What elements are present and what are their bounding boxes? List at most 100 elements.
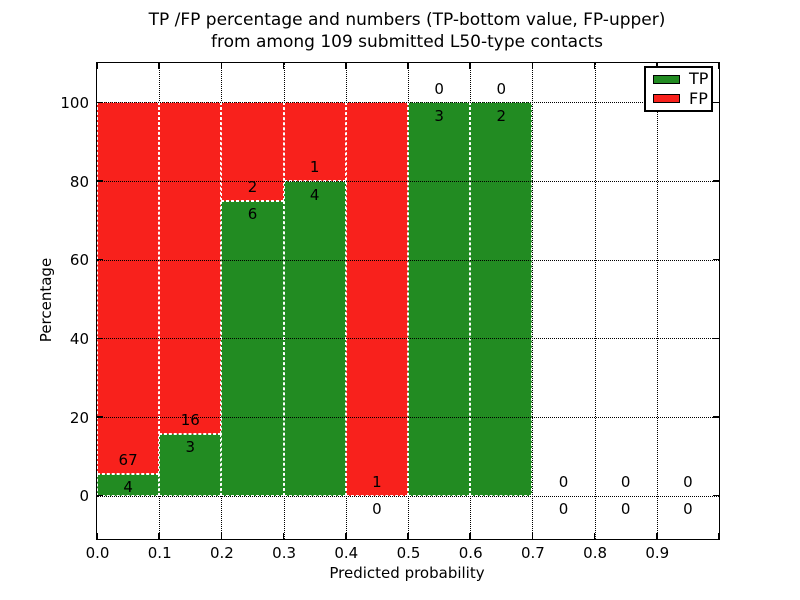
fp-count-label: 0: [620, 472, 631, 491]
tp-count-label: 0: [372, 500, 382, 519]
y-tick-mark: [97, 416, 103, 418]
x-tick-label: 0.5: [396, 544, 421, 562]
x-tick-mark-top: [531, 63, 534, 69]
y-gridline: [97, 338, 719, 340]
tp-count-label: 0: [683, 500, 693, 519]
bar-segment-tp: [408, 102, 471, 496]
x-tick-label: 0.8: [583, 544, 608, 562]
x-tick-mark: [469, 533, 471, 539]
fp-count-label: 67: [118, 450, 138, 469]
x-tick-mark-top: [220, 63, 223, 69]
y-tick-mark: [97, 101, 103, 104]
x-gridline: [594, 63, 596, 539]
y-tick-label: 100: [60, 93, 89, 112]
fp-count-label: 0: [558, 472, 569, 491]
tp-count-label: 0: [620, 500, 631, 519]
x-tick-label: 0.6: [458, 544, 483, 562]
y-gridline: [97, 102, 719, 104]
bar-segment-fp: [345, 102, 408, 496]
y-tick-mark-right: [713, 258, 719, 261]
bar-segment-fp: [97, 102, 160, 474]
y-tick-mark-right: [713, 337, 719, 340]
y-tick-mark-right: [713, 180, 719, 182]
x-tick-mark-top: [469, 63, 471, 69]
x-gridline: [532, 63, 534, 539]
chart-title: TP /FP percentage and numbers (TP-bottom…: [96, 9, 718, 53]
fp-count-label: 0: [434, 79, 444, 98]
bar-segment-tp: [97, 473, 160, 496]
bar-segment-tp: [470, 102, 533, 496]
x-tick-mark-top: [593, 63, 596, 69]
tp-count-label: 3: [434, 107, 444, 126]
x-tick-label: 0.1: [147, 544, 172, 562]
y-tick-label: 80: [69, 172, 89, 191]
tp-count-label: 2: [496, 107, 507, 126]
x-tick-mark: [282, 533, 285, 539]
y-tick-label: 20: [69, 408, 89, 427]
tp-count-label: 4: [309, 185, 320, 204]
y-tick-mark: [97, 258, 103, 261]
y-tick-label: 0: [79, 487, 89, 506]
y-gridline: [97, 259, 719, 261]
tp-count-label: 6: [247, 205, 258, 224]
x-tick-mark-top: [158, 63, 160, 69]
x-tick-label: 0.4: [334, 544, 359, 562]
y-tick-label: 60: [69, 251, 89, 270]
y-tick-mark-right: [713, 416, 719, 418]
y-tick-mark-right: [713, 101, 719, 104]
x-tick-label: 0.0: [85, 544, 110, 562]
fp-count-label: 0: [683, 472, 693, 491]
fp-count-label: 1: [309, 158, 320, 177]
y-tick-mark: [97, 337, 103, 340]
legend-label-fp: FP: [689, 88, 708, 108]
bar-segment-tp: [159, 433, 222, 496]
x-tick-mark-top: [282, 63, 285, 69]
chart-title-line1: TP /FP percentage and numbers (TP-bottom…: [148, 10, 666, 30]
y-axis-label: Percentage: [37, 257, 55, 343]
bar-segment-fp: [221, 102, 284, 201]
legend-swatch-fp-icon: [653, 94, 680, 104]
legend-item-fp: FP: [653, 88, 711, 108]
x-tick-mark: [96, 533, 98, 539]
tp-count-label: 0: [558, 500, 569, 519]
y-gridline: [97, 495, 719, 497]
y-gridline: [97, 417, 719, 419]
legend-swatch-tp-icon: [653, 74, 680, 84]
plot-area: 67 4 16 3 2 6 1 4 1 0 0 3 0 2 0 0 0 0 0 0: [96, 62, 720, 540]
x-tick-mark: [718, 533, 720, 539]
legend-label-tp: TP: [689, 69, 709, 89]
chart-title-line2: from among 109 submitted L50-type contac…: [211, 32, 603, 52]
fp-count-label: 0: [496, 79, 507, 98]
x-tick-mark: [656, 533, 658, 539]
x-gridline: [656, 63, 658, 539]
tp-count-label: 4: [123, 478, 133, 497]
y-tick-mark: [97, 180, 103, 182]
y-gridline: [97, 181, 719, 183]
y-tick-mark-right: [713, 494, 719, 497]
fp-count-label: 1: [372, 472, 382, 491]
legend-item-tp: TP: [653, 71, 711, 87]
fp-count-label: 2: [247, 177, 258, 196]
x-tick-mark: [593, 533, 596, 539]
x-tick-mark: [220, 533, 223, 539]
x-tick-mark-top: [96, 63, 98, 69]
x-tick-mark: [531, 533, 534, 539]
x-tick-label: 0.3: [272, 544, 297, 562]
x-tick-mark: [345, 533, 347, 539]
x-tick-mark: [407, 533, 409, 539]
y-tick-mark: [97, 494, 103, 497]
legend: TP FP: [644, 66, 713, 112]
bar-segment-fp: [283, 102, 346, 181]
x-tick-mark: [158, 533, 160, 539]
x-tick-mark-top: [407, 63, 409, 69]
bar-segment-tp: [221, 200, 284, 496]
x-tick-mark-top: [345, 63, 347, 69]
x-tick-label: 0.2: [209, 544, 234, 562]
x-axis-label: Predicted probability: [329, 564, 485, 582]
x-tick-mark-top: [718, 63, 720, 69]
x-tick-label: 0.7: [520, 544, 545, 562]
y-tick-label: 40: [69, 329, 89, 348]
bar-segment-fp: [159, 102, 222, 434]
x-tick-label: 0.9: [645, 544, 670, 562]
